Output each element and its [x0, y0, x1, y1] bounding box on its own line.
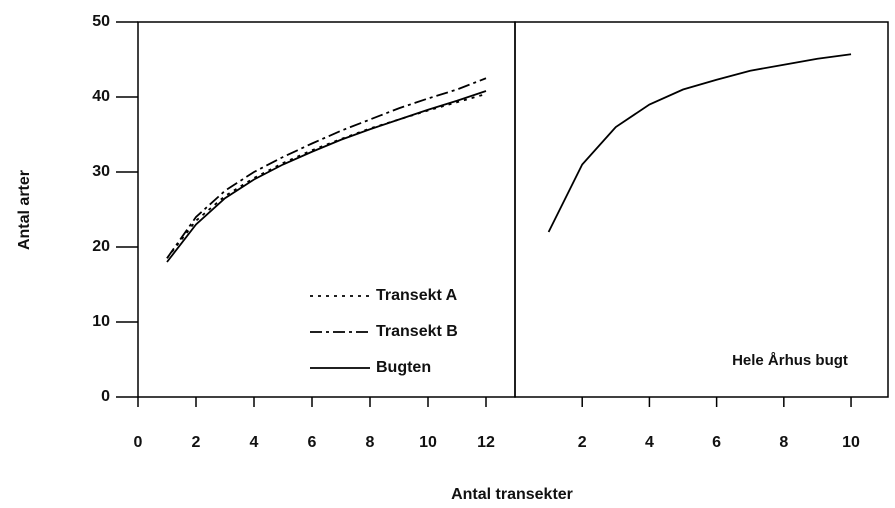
- x-tick-label: 8: [366, 434, 375, 451]
- x-tick-label: 4: [645, 434, 654, 451]
- legend-label: Bugten: [376, 359, 431, 376]
- x-tick-label: 6: [712, 434, 721, 451]
- x-axis-label: Antal transekter: [451, 486, 573, 503]
- legend-label: Transekt A: [376, 287, 458, 304]
- x-tick-label: 4: [250, 434, 259, 451]
- line: [166, 93, 487, 259]
- y-axis-label: Antal arter: [16, 170, 33, 250]
- legend-label: Transekt B: [376, 323, 458, 340]
- line: [547, 53, 852, 233]
- x-tick-label: 10: [842, 434, 860, 451]
- y-tick-label: 40: [92, 88, 110, 105]
- x-tick-label: 2: [192, 434, 201, 451]
- y-tick-label: 0: [101, 388, 110, 405]
- panel-frame: [514, 21, 889, 398]
- panel-frame: [137, 21, 516, 398]
- x-tick-label: 12: [477, 434, 495, 451]
- x-tick-label: 2: [578, 434, 587, 451]
- y-tick-label: 50: [92, 13, 110, 30]
- annotation: Hele Århus bugt: [732, 352, 848, 369]
- x-tick-label: 8: [779, 434, 788, 451]
- x-tick-label: 0: [134, 434, 143, 451]
- x-tick-label: 10: [419, 434, 437, 451]
- y-tick-label: 30: [92, 163, 110, 180]
- y-tick-label: 10: [92, 313, 110, 330]
- line: [166, 77, 487, 259]
- y-tick-label: 20: [92, 238, 110, 255]
- x-tick-label: 6: [308, 434, 317, 451]
- line: [166, 90, 487, 263]
